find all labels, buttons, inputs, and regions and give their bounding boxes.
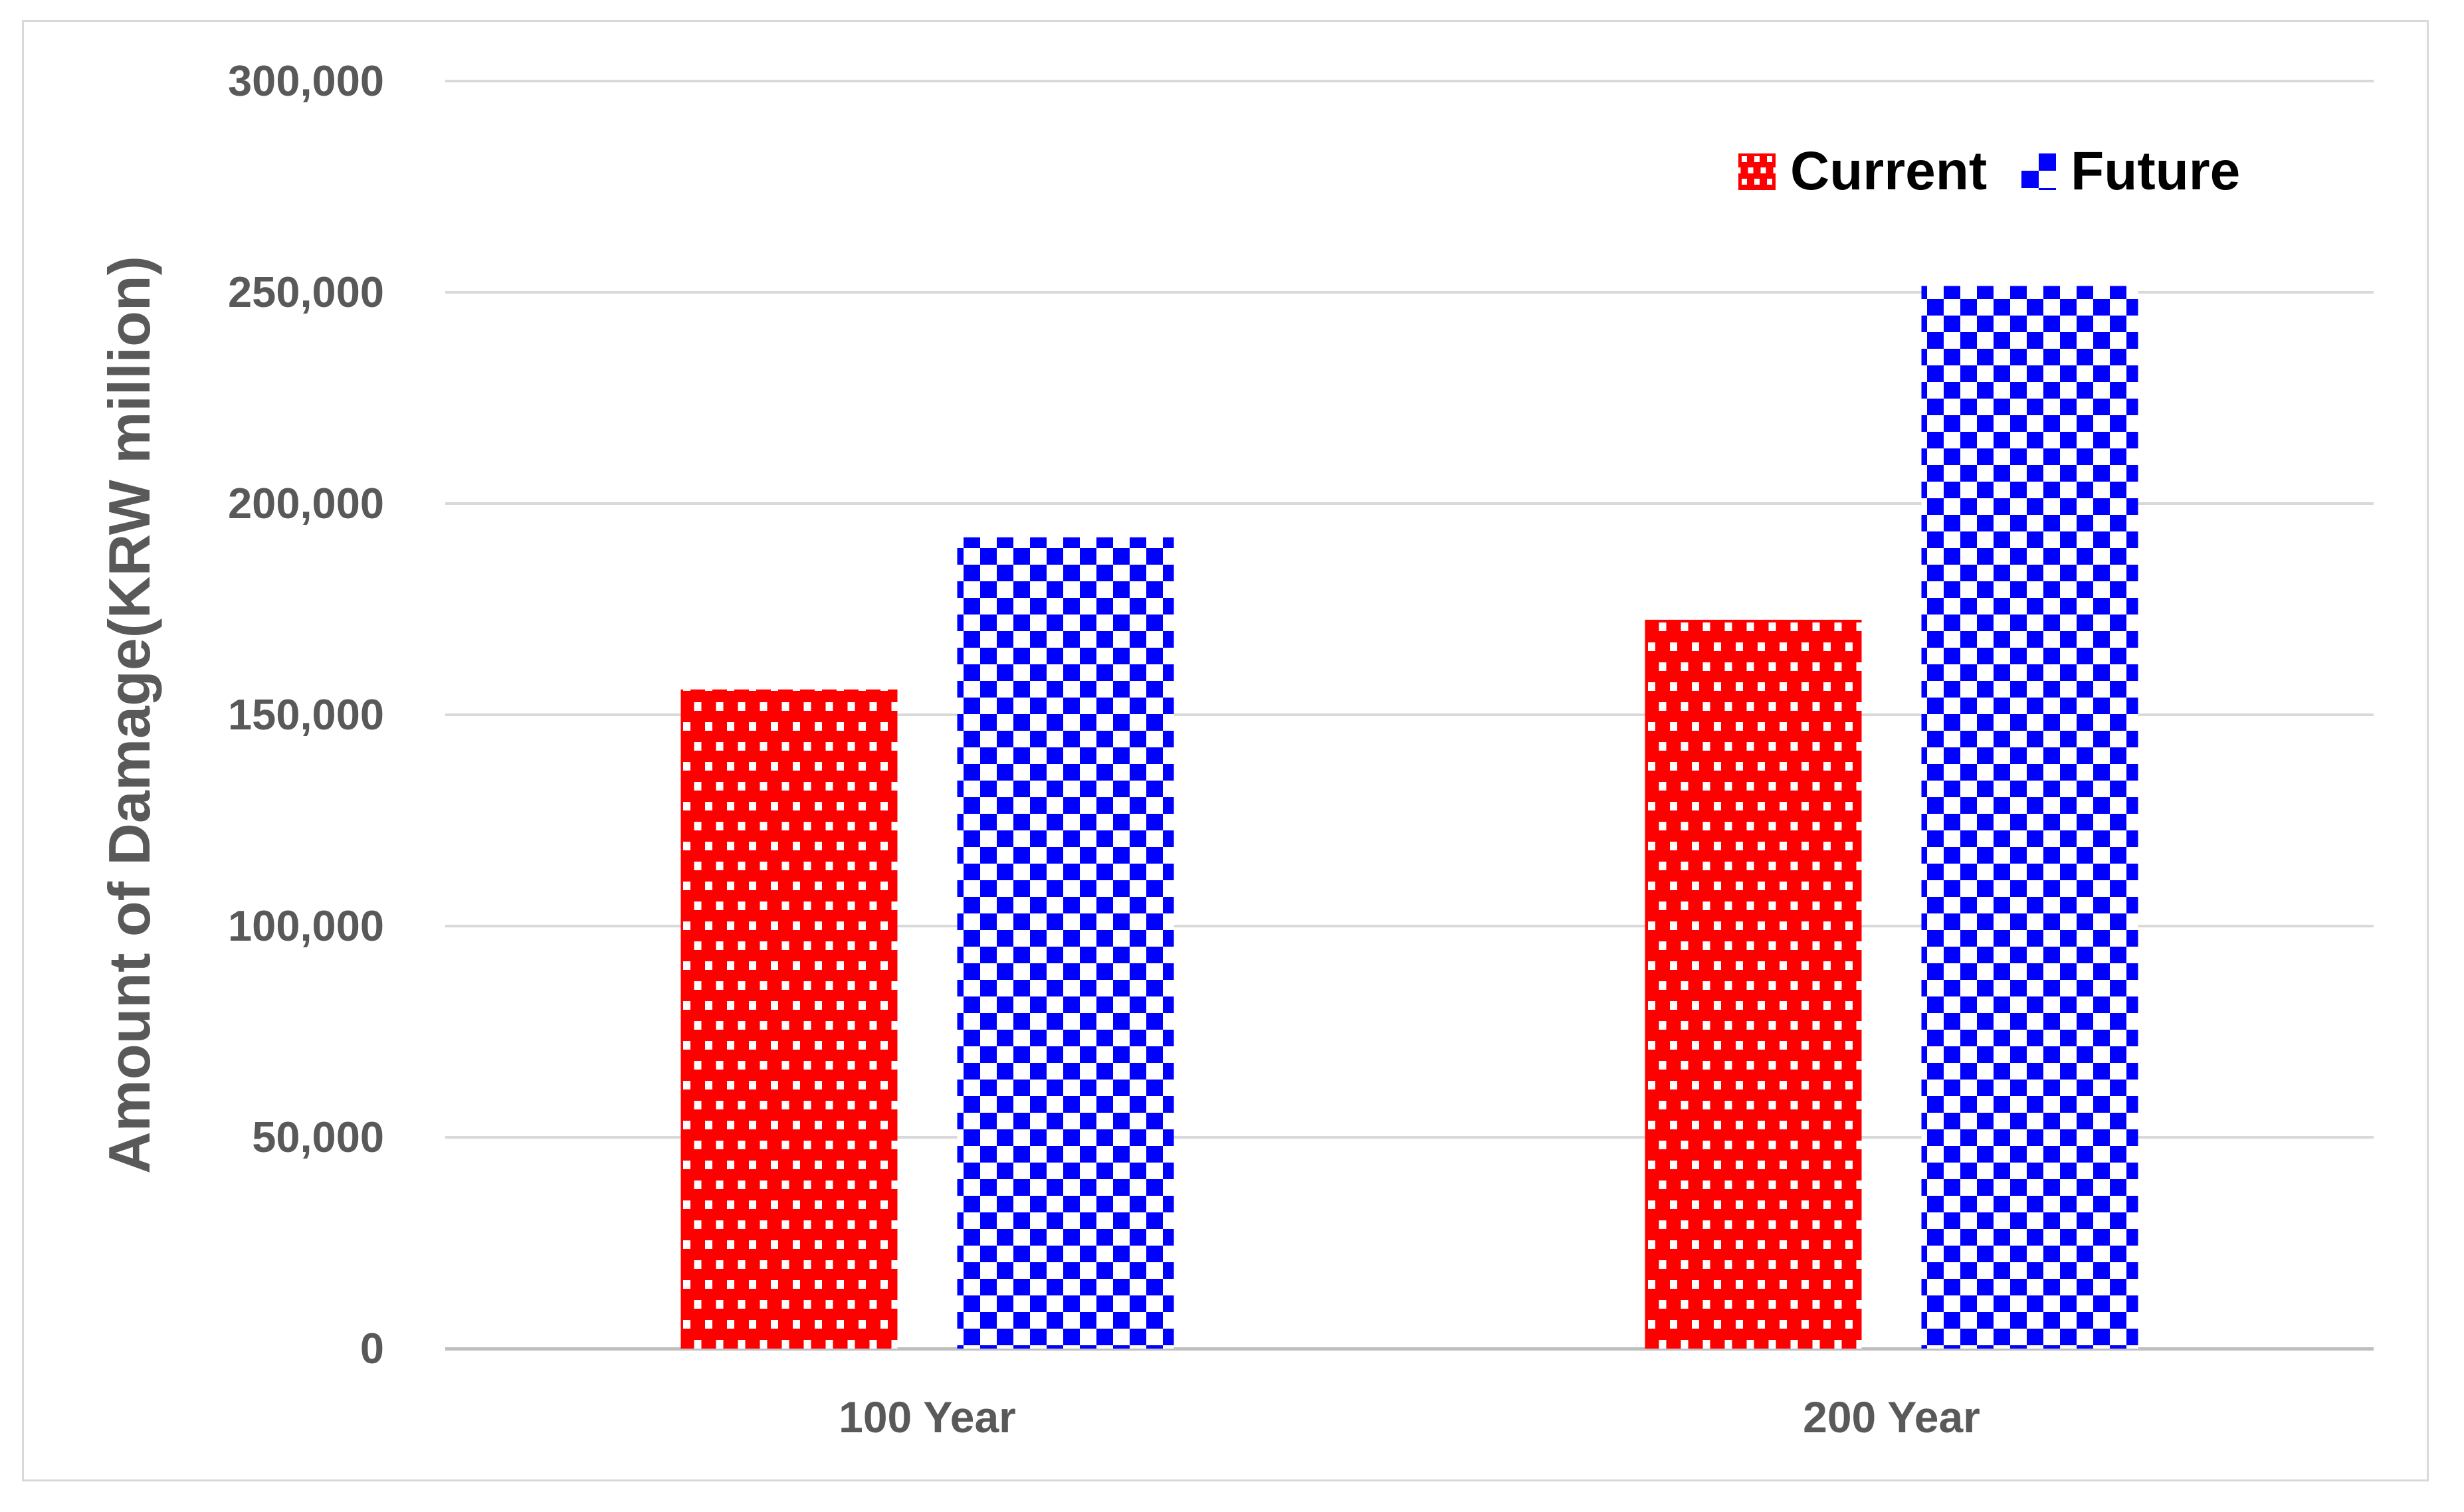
legend-label-future: Future (2071, 141, 2241, 201)
y-tick-label: 300,000 (228, 56, 384, 105)
y-tick-label: 0 (359, 1324, 384, 1372)
y-tick-label: 150,000 (228, 690, 384, 739)
gridline (445, 925, 2374, 927)
gridline (445, 713, 2374, 716)
legend-item-current: Current (1738, 140, 1987, 203)
bars (680, 286, 2138, 1349)
legend-item-future: Future (2021, 140, 2240, 203)
x-category-label: 200 Year (1803, 1392, 1980, 1442)
legend: Current Future (1738, 141, 2240, 202)
y-tick-label: 100,000 (228, 901, 384, 950)
gridline (445, 80, 2374, 82)
y-tick-label: 50,000 (252, 1113, 384, 1161)
gridline (445, 1136, 2374, 1139)
gridline (445, 291, 2374, 294)
bar-future-100-year (957, 537, 1174, 1349)
gridlines (445, 80, 2374, 1351)
bar-future-200-year (1921, 286, 2138, 1349)
x-axis-line (445, 1347, 2374, 1351)
current-series-swatch-icon (1738, 153, 1776, 190)
bar-current-200-year (1645, 619, 1862, 1349)
bar-current-100-year (680, 689, 898, 1349)
legend-label-current: Current (1790, 141, 1988, 201)
y-tick-label: 250,000 (228, 268, 384, 316)
y-tick-label: 200,000 (228, 479, 384, 527)
gridline (445, 502, 2374, 505)
x-category-label: 100 Year (839, 1392, 1016, 1442)
future-series-swatch-icon (2021, 153, 2057, 190)
